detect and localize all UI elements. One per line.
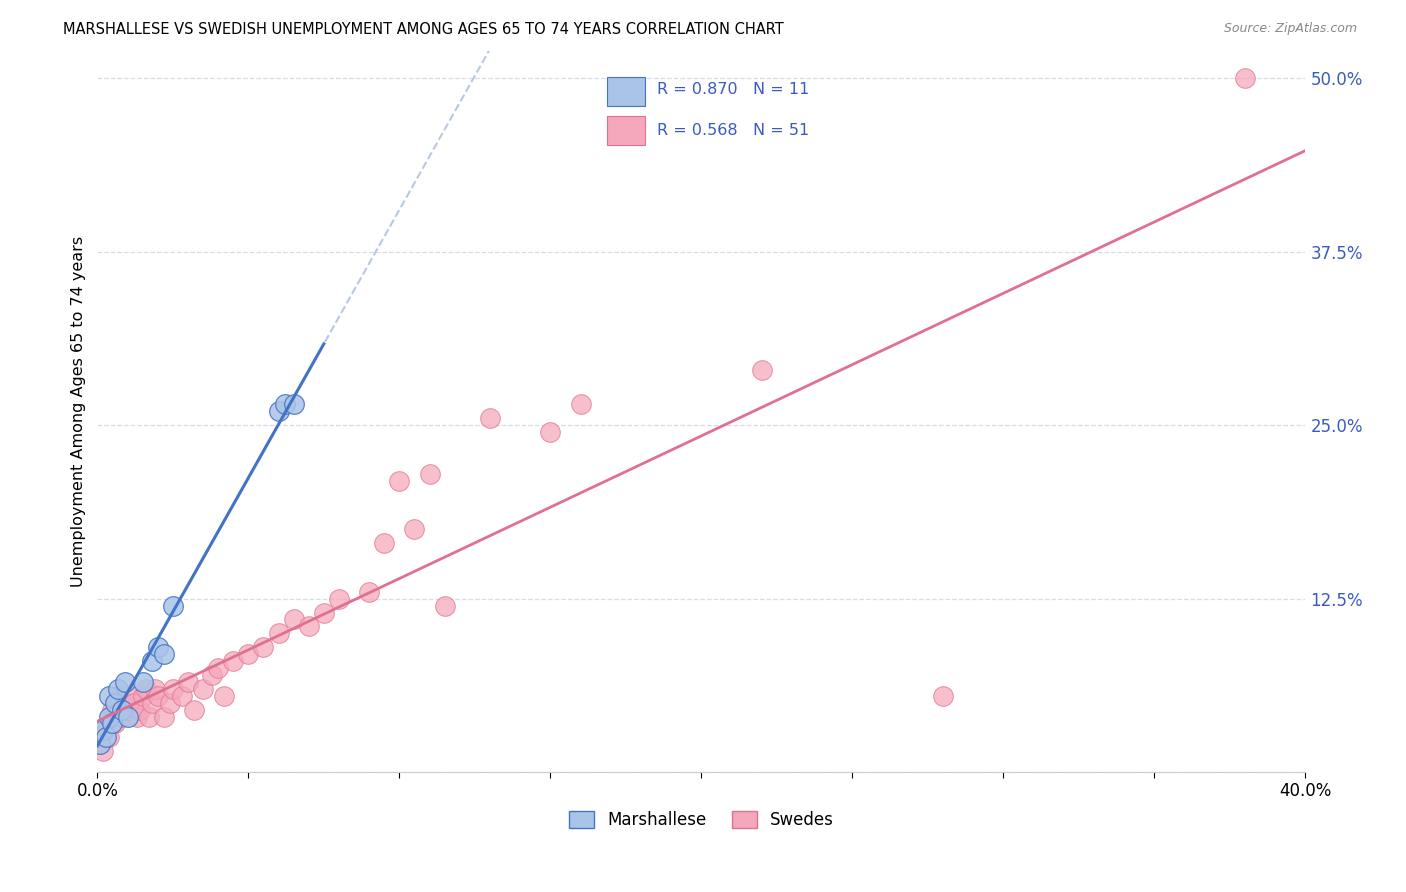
Point	[162, 599, 184, 613]
Point	[183, 703, 205, 717]
Point	[283, 397, 305, 411]
Point	[96, 723, 118, 738]
Point	[273, 397, 295, 411]
Point	[359, 584, 381, 599]
Point	[93, 723, 115, 738]
Point	[138, 709, 160, 723]
Point	[538, 425, 561, 439]
Point	[751, 363, 773, 377]
Point	[146, 689, 169, 703]
Point	[159, 696, 181, 710]
Point	[146, 640, 169, 655]
Point	[107, 689, 129, 703]
Point	[131, 689, 153, 703]
Point	[152, 709, 174, 723]
Point	[101, 703, 124, 717]
Y-axis label: Unemployment Among Ages 65 to 74 years: Unemployment Among Ages 65 to 74 years	[72, 235, 86, 587]
Point	[110, 703, 132, 717]
Point	[120, 689, 142, 703]
Point	[419, 467, 441, 481]
Point	[569, 397, 592, 411]
Point	[131, 674, 153, 689]
Point	[152, 647, 174, 661]
Point	[135, 681, 157, 696]
Legend: Marshallese, Swedes: Marshallese, Swedes	[562, 805, 841, 836]
Point	[114, 674, 136, 689]
Point	[89, 737, 111, 751]
Text: MARSHALLESE VS SWEDISH UNEMPLOYMENT AMONG AGES 65 TO 74 YEARS CORRELATION CHART: MARSHALLESE VS SWEDISH UNEMPLOYMENT AMON…	[63, 22, 785, 37]
Point	[117, 703, 139, 717]
Point	[98, 731, 121, 745]
Point	[207, 661, 229, 675]
Point	[404, 522, 426, 536]
Text: Source: ZipAtlas.com: Source: ZipAtlas.com	[1223, 22, 1357, 36]
Point	[117, 709, 139, 723]
Point	[238, 647, 260, 661]
Point	[373, 536, 395, 550]
Point	[110, 709, 132, 723]
Point	[177, 674, 200, 689]
Point	[267, 626, 290, 640]
Point	[104, 696, 127, 710]
Point	[93, 744, 115, 758]
Point	[267, 404, 290, 418]
Point	[122, 696, 145, 710]
Point	[114, 696, 136, 710]
Point	[328, 591, 350, 606]
Point	[298, 619, 321, 633]
Point	[125, 709, 148, 723]
Point	[98, 689, 121, 703]
Point	[252, 640, 274, 655]
Point	[312, 606, 335, 620]
Point	[433, 599, 456, 613]
Point	[101, 709, 124, 723]
Point	[89, 737, 111, 751]
Point	[222, 654, 245, 668]
Point	[478, 411, 501, 425]
Point	[201, 668, 224, 682]
Point	[128, 703, 150, 717]
Point	[1233, 71, 1256, 86]
Point	[104, 716, 127, 731]
Point	[162, 681, 184, 696]
Point	[191, 681, 214, 696]
Point	[212, 689, 235, 703]
Point	[170, 689, 193, 703]
Point	[107, 681, 129, 696]
Point	[388, 474, 411, 488]
Point	[98, 709, 121, 723]
Point	[96, 731, 118, 745]
Point	[141, 654, 163, 668]
Point	[143, 681, 166, 696]
Point	[141, 696, 163, 710]
Point	[932, 689, 955, 703]
Point	[283, 612, 305, 626]
Point	[101, 716, 124, 731]
